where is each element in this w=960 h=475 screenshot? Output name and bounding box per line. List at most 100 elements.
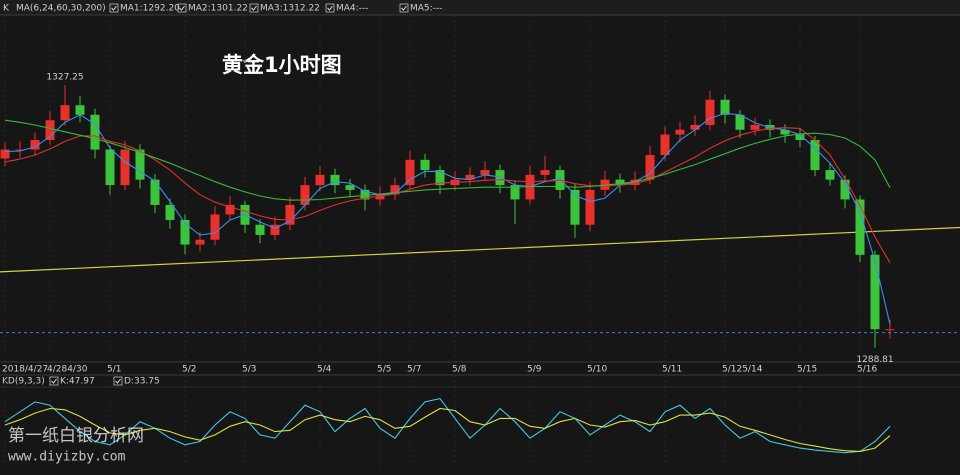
candle-body	[420, 159, 430, 171]
legend-check	[51, 378, 57, 384]
watermark: 第一纸白银分析网	[8, 426, 144, 446]
x-tick-label: 5/5	[377, 365, 391, 375]
legend-entry: MA4:---	[336, 4, 368, 14]
candle-body	[705, 99, 715, 125]
x-tick-label: 5/125/14	[722, 365, 763, 375]
candle-body	[675, 129, 685, 135]
legend-entry: D:33.75	[124, 377, 160, 387]
candle-body	[855, 199, 865, 255]
x-tick-label: 5/2	[182, 365, 196, 375]
candle-body	[105, 149, 115, 186]
ma-line	[4, 112, 891, 325]
legend-entry: MA5:---	[410, 4, 442, 14]
kd-line	[4, 407, 891, 452]
legend-check	[179, 5, 185, 11]
candle-body	[885, 329, 895, 331]
candle-body	[735, 114, 745, 130]
annotation: 1327.25	[46, 73, 83, 83]
watermark: www.diyizby.com	[8, 450, 126, 465]
candle-body	[255, 224, 265, 235]
x-tick-label: 2018/4/27	[2, 365, 48, 375]
candle-body	[90, 114, 100, 150]
x-tick-label: 5/8	[452, 365, 467, 375]
candle-body	[465, 174, 475, 180]
candle-body	[300, 185, 310, 205]
candle-body	[180, 219, 190, 245]
candle-body	[120, 149, 130, 186]
ma-line	[4, 119, 891, 201]
candle-body	[225, 204, 235, 215]
x-tick-label: 5/7	[407, 365, 421, 375]
candle-body	[630, 179, 640, 186]
trendline	[0, 226, 960, 273]
candle-body	[75, 105, 85, 115]
legend-entry: MA1:1292.20	[120, 4, 180, 14]
legend-check	[115, 378, 121, 384]
candle-body	[585, 189, 595, 225]
x-tick-label: 5/3	[242, 365, 256, 375]
candle-body	[645, 155, 655, 180]
candle-body	[165, 204, 175, 220]
chart-label: K	[3, 4, 10, 14]
legend-entry: K:47.97	[60, 377, 95, 387]
x-tick-label: 5/11	[662, 365, 682, 375]
legend-check	[251, 5, 257, 11]
candle-body	[480, 170, 490, 175]
candle-body	[795, 134, 805, 141]
candle-body	[780, 129, 790, 135]
candle-body	[270, 224, 280, 235]
legend-checkbox	[399, 3, 409, 13]
candle-body	[720, 99, 730, 115]
candle-body	[0, 149, 10, 159]
candle-body	[195, 239, 205, 245]
candle-body	[810, 140, 820, 171]
candle-body	[825, 170, 835, 180]
candle-body	[60, 105, 70, 121]
candle-body	[285, 204, 295, 225]
x-tick-label: 5/10	[587, 365, 607, 375]
x-tick-label: 4/284/30	[47, 365, 88, 375]
candle-body	[510, 185, 520, 200]
legend-check	[111, 5, 117, 11]
candle-body	[345, 185, 355, 190]
candle-body	[390, 185, 400, 195]
candle-body	[405, 159, 415, 186]
legend-checkbox	[177, 3, 187, 13]
legend-checkbox	[49, 376, 59, 386]
legend-check	[327, 5, 333, 11]
indicator: MA(6,24,60,30,200)	[16, 4, 106, 14]
x-tick-label: 5/15	[797, 365, 817, 375]
legend-checkbox	[249, 3, 259, 13]
candle-body	[750, 124, 760, 130]
candle-body	[15, 149, 25, 151]
candle-body	[210, 214, 220, 240]
candle-body	[435, 170, 445, 186]
legend-check	[401, 5, 407, 11]
candle-body	[660, 134, 670, 156]
x-tick-label: 5/16	[857, 365, 877, 375]
candle-body	[540, 170, 550, 175]
candle-body	[495, 170, 505, 186]
ma-line	[4, 127, 891, 264]
kd-line	[4, 397, 891, 454]
candle-body	[570, 189, 580, 225]
candle-body	[315, 174, 325, 186]
candle-body	[150, 179, 160, 205]
candle-body	[840, 179, 850, 200]
legend-entry: MA2:1301.22	[188, 4, 248, 14]
x-tick-label: 5/9	[527, 365, 542, 375]
candle-body	[30, 140, 40, 150]
top-bar	[0, 0, 960, 15]
kd-title: KD(9,3,3)	[2, 377, 45, 387]
candle-body	[615, 179, 625, 186]
candle-body	[870, 254, 880, 330]
candle-body	[360, 189, 370, 200]
candle-body	[45, 120, 55, 141]
legend-checkbox	[113, 376, 123, 386]
candle-body	[375, 194, 385, 200]
legend-checkbox	[325, 3, 335, 13]
legend-checkbox	[109, 3, 119, 13]
candle-body	[690, 124, 700, 130]
